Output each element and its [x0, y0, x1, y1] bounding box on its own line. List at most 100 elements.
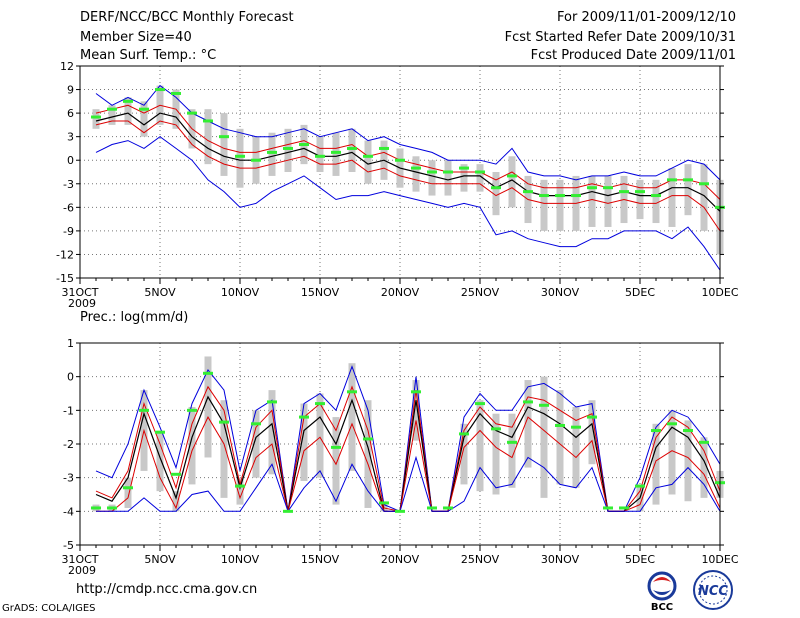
- control-marker: [187, 408, 197, 412]
- x-tick-label: 25NOV: [461, 286, 500, 299]
- spread-box: [492, 413, 500, 495]
- x-tick-label: 31OCT: [61, 286, 98, 299]
- y-tick-label: -4: [63, 505, 74, 518]
- control-marker: [379, 146, 389, 150]
- spread-box: [364, 140, 372, 184]
- spread-box: [476, 400, 484, 492]
- control-marker: [299, 143, 309, 147]
- x-year-label: 2009: [68, 564, 96, 577]
- control-marker: [139, 408, 149, 412]
- control-marker: [507, 174, 517, 178]
- spread-box: [316, 393, 324, 478]
- x-tick-label: 31OCT: [61, 553, 98, 566]
- y-tick-label: -6: [63, 201, 74, 214]
- control-marker: [411, 390, 421, 394]
- control-marker: [251, 422, 261, 426]
- control-marker: [219, 420, 229, 424]
- control-marker: [363, 437, 373, 441]
- spread-box: [284, 128, 292, 172]
- y-tick-label: 9: [67, 84, 74, 97]
- control-marker: [587, 186, 597, 190]
- x-tick-label: 20NOV: [381, 286, 420, 299]
- control-marker: [427, 170, 437, 174]
- spread-box: [668, 168, 676, 227]
- variable-label: Mean Surf. Temp.: °C: [80, 48, 217, 63]
- spread-box: [460, 164, 468, 192]
- x-tick-label: 10DEC: [701, 286, 738, 299]
- y-tick-label: 1: [67, 337, 74, 350]
- y-tick-label: -9: [63, 225, 74, 238]
- spread-box: [556, 179, 564, 231]
- ncc-logo: NCC: [693, 570, 733, 610]
- x-year-label: 2009: [68, 297, 96, 310]
- control-marker: [667, 422, 677, 426]
- control-marker: [363, 154, 373, 158]
- spread-box: [604, 175, 612, 227]
- control-marker: [539, 194, 549, 198]
- spread-box: [204, 109, 212, 165]
- control-marker: [171, 472, 181, 476]
- control-marker: [635, 190, 645, 194]
- control-marker: [523, 190, 533, 194]
- control-marker: [395, 158, 405, 162]
- y-tick-label: 12: [60, 60, 74, 73]
- control-marker: [123, 99, 133, 103]
- spread-box: [124, 97, 132, 125]
- control-marker: [91, 115, 101, 119]
- control-marker: [187, 111, 197, 115]
- spread-box: [300, 403, 308, 482]
- spread-box: [220, 400, 228, 498]
- x-tick-label: 5DEC: [625, 553, 655, 566]
- x-tick-label: 5DEC: [625, 286, 655, 299]
- bcc-logo: BCC: [647, 571, 677, 612]
- spread-box: [700, 437, 708, 498]
- y-tick-label: -12: [56, 248, 74, 261]
- spread-box: [668, 410, 676, 495]
- source-url[interactable]: http://cmdp.ncc.cma.gov.cn: [76, 582, 258, 597]
- spread-box: [236, 128, 244, 188]
- control-marker: [651, 429, 661, 433]
- control-marker: [155, 88, 165, 92]
- spread-box: [476, 164, 484, 192]
- series-min-line: [96, 455, 721, 513]
- control-marker: [555, 194, 565, 198]
- spread-box: [508, 413, 516, 488]
- spread-box: [268, 132, 276, 176]
- control-marker: [571, 425, 581, 429]
- spread-box: [540, 179, 548, 231]
- x-tick-label: 15NOV: [301, 286, 340, 299]
- spread-box: [588, 400, 596, 465]
- spread-box: [348, 128, 356, 172]
- control-marker: [475, 402, 485, 406]
- control-marker: [555, 423, 565, 427]
- series-q25-line: [95, 120, 721, 232]
- control-marker: [411, 166, 421, 170]
- spread-box: [204, 356, 212, 458]
- control-marker: [91, 506, 101, 510]
- control-marker: [331, 445, 341, 449]
- spread-box: [236, 477, 244, 505]
- y-tick-label: -1: [63, 404, 74, 417]
- spread-box: [540, 376, 548, 498]
- x-tick-label: 30NOV: [541, 553, 580, 566]
- spread-box: [652, 423, 660, 505]
- control-marker: [443, 506, 453, 510]
- spread-box: [428, 160, 436, 196]
- control-marker: [571, 194, 581, 198]
- spread-box: [316, 136, 324, 172]
- forecast-start-date: Fcst Started Refer Date 2009/10/31: [504, 30, 736, 45]
- control-marker: [635, 484, 645, 488]
- control-marker: [651, 194, 661, 198]
- control-marker: [267, 400, 277, 404]
- forecast-period: For 2009/11/01-2009/12/10: [557, 10, 736, 25]
- control-marker: [475, 170, 485, 174]
- spread-box: [412, 380, 420, 441]
- spread-box: [348, 363, 356, 471]
- control-marker: [283, 509, 293, 513]
- control-marker: [507, 440, 517, 444]
- control-marker: [315, 154, 325, 158]
- spread-box: [332, 132, 340, 176]
- y-tick-label: -3: [63, 178, 74, 191]
- control-marker: [235, 154, 245, 158]
